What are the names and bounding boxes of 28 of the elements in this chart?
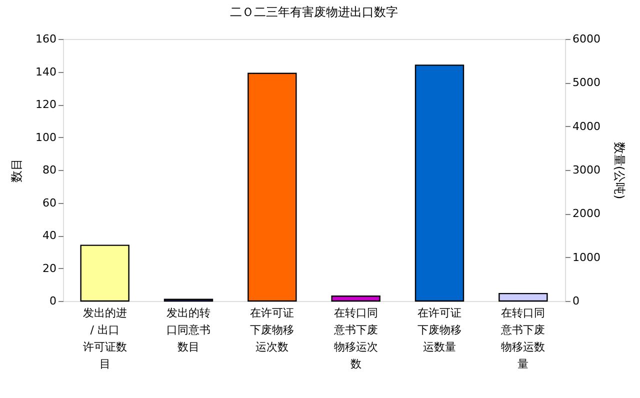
x-tick-label: 发出的转 口同意书 数目 <box>166 306 210 354</box>
x-tick-label: 发出的进 / 出口许可证数目 <box>82 306 127 370</box>
y-tick-label: 20 <box>42 262 56 275</box>
y2-axis-title: 数量(公吨) <box>612 142 626 200</box>
y2-tick-label: 1000 <box>572 250 600 264</box>
bar <box>248 72 297 302</box>
x-tick-label: 在许可证下废物移运次数 <box>250 306 294 354</box>
y2-tick-label: 0 <box>572 294 580 308</box>
y-tick-label: 60 <box>42 196 56 210</box>
y-tick-label: 140 <box>36 65 56 78</box>
y2-tick-label: 4000 <box>572 120 600 133</box>
y-tick-label: 40 <box>42 229 56 242</box>
x-tick-label: 在许可证下废物移运数量 <box>418 306 462 354</box>
y-axis-title: 数目 <box>10 158 24 182</box>
y-tick-label: 160 <box>36 32 56 46</box>
y-tick-label: 0 <box>50 294 56 308</box>
y-tick-label: 100 <box>36 130 56 144</box>
y-tick-label: 80 <box>42 164 56 176</box>
y-tick-label: 120 <box>36 98 56 111</box>
bar <box>80 244 130 302</box>
x-tick-label: 在转口同意书下废物移运次数 <box>332 306 378 370</box>
x-tick-label: 在转口同意书下废物移运数量 <box>500 306 546 370</box>
y2-tick-label: 2000 <box>572 207 600 220</box>
y2-tick-label: 5000 <box>572 76 600 90</box>
y2-tick-label: 3000 <box>572 164 600 176</box>
bar <box>331 295 380 302</box>
chart-title: 二Ｏ二三年有害废物进出口数字 <box>230 5 398 19</box>
y2-tick-label: 6000 <box>572 32 600 46</box>
